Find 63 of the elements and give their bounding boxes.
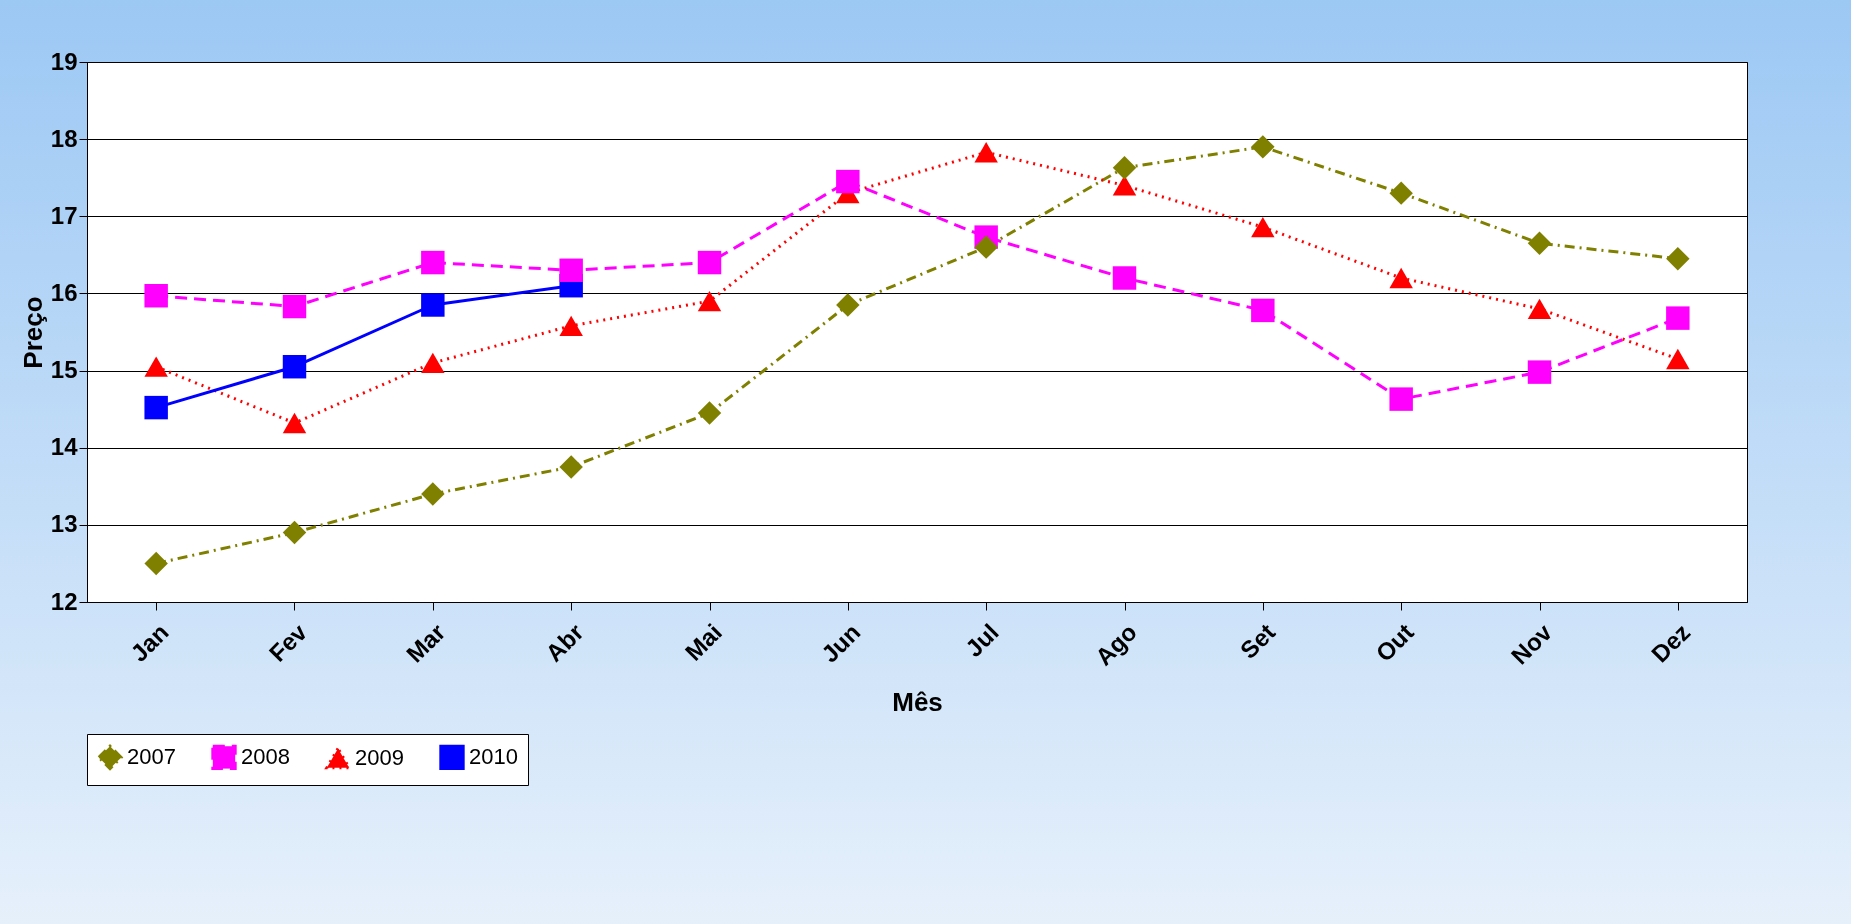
point bbox=[559, 455, 583, 479]
x-tick-label: Dez bbox=[1646, 618, 1696, 668]
x-tick-label: Nov bbox=[1505, 617, 1558, 670]
x-tick-label: Jul bbox=[960, 618, 1004, 662]
y-tick-label: 12 bbox=[50, 587, 78, 615]
point bbox=[144, 356, 168, 377]
legend-label: 2008 bbox=[241, 744, 290, 770]
x-tick-label: Abr bbox=[540, 618, 589, 667]
x-tick-label: Mai bbox=[679, 618, 727, 666]
point bbox=[282, 412, 307, 434]
y-tick-label: 17 bbox=[50, 201, 78, 229]
point bbox=[1251, 298, 1275, 323]
y-tick-label: 15 bbox=[50, 356, 78, 384]
point bbox=[697, 290, 722, 312]
x-tick-label: Jun bbox=[816, 618, 866, 668]
point bbox=[1666, 306, 1690, 330]
point bbox=[144, 551, 168, 576]
point bbox=[974, 142, 998, 163]
y-axis-title: Preço bbox=[17, 296, 48, 369]
point bbox=[1112, 155, 1137, 180]
point bbox=[836, 293, 860, 317]
point bbox=[697, 250, 722, 275]
point bbox=[1112, 266, 1137, 290]
point bbox=[1666, 246, 1690, 271]
point bbox=[559, 258, 583, 283]
point bbox=[421, 250, 445, 275]
y-tick-label: 18 bbox=[50, 124, 78, 152]
point bbox=[559, 315, 583, 336]
x-tick-label: Mar bbox=[401, 618, 451, 668]
point bbox=[836, 169, 860, 194]
legend-label: 2010 bbox=[469, 744, 518, 770]
x-tick-label: Set bbox=[1234, 618, 1281, 664]
y-tick-label: 16 bbox=[50, 278, 78, 306]
point bbox=[1527, 231, 1552, 256]
point bbox=[421, 293, 445, 317]
point bbox=[421, 352, 445, 374]
x-tick-label: Fev bbox=[263, 617, 313, 667]
point bbox=[1389, 267, 1413, 289]
point bbox=[1527, 360, 1552, 384]
point bbox=[1251, 216, 1275, 238]
legend-label: 2009 bbox=[355, 745, 404, 771]
y-tick-label: 14 bbox=[50, 433, 79, 461]
point bbox=[974, 235, 998, 259]
point bbox=[144, 395, 168, 420]
point bbox=[282, 520, 307, 545]
point bbox=[1389, 181, 1413, 205]
point bbox=[1527, 298, 1552, 320]
y-tick-label: 19 bbox=[50, 47, 78, 75]
point bbox=[421, 482, 445, 506]
point bbox=[144, 284, 168, 308]
point bbox=[282, 354, 307, 379]
x-tick-label: Jan bbox=[125, 618, 174, 667]
point bbox=[282, 294, 307, 319]
point bbox=[1389, 387, 1413, 411]
point bbox=[1112, 175, 1137, 196]
y-tick-label: 13 bbox=[50, 510, 78, 538]
point bbox=[1666, 348, 1690, 370]
legend-label: 2007 bbox=[127, 744, 176, 770]
x-axis-title: Mês bbox=[892, 687, 943, 718]
point bbox=[1251, 135, 1275, 159]
x-tick-label: Ago bbox=[1089, 618, 1142, 671]
point bbox=[697, 401, 722, 425]
x-tick-label: Out bbox=[1370, 618, 1419, 667]
